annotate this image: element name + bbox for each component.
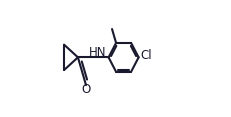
Text: Cl: Cl xyxy=(140,49,152,62)
Text: O: O xyxy=(81,83,91,96)
Text: HN: HN xyxy=(89,46,106,59)
